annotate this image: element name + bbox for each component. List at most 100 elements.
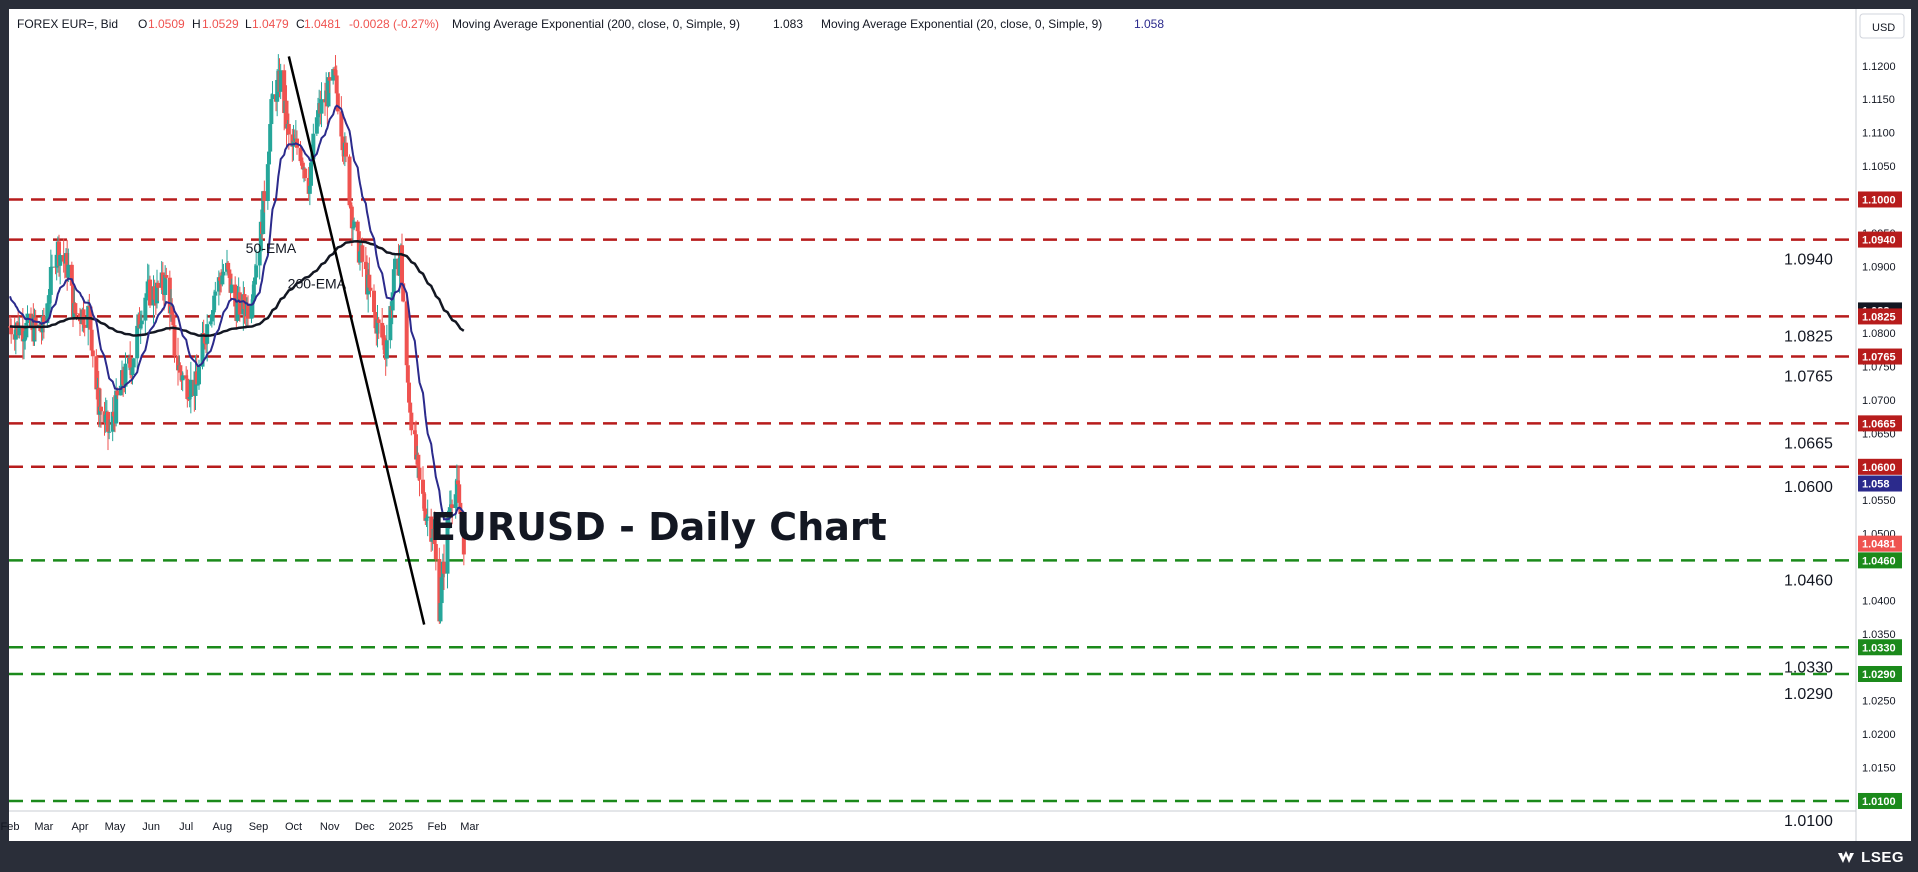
ema200-legend-label: Moving Average Exponential (200, close, … — [452, 17, 740, 31]
candle-body — [423, 508, 428, 521]
level-label: 1.0940 — [1784, 252, 1833, 269]
candle-body — [107, 431, 112, 433]
candle-body — [176, 356, 181, 371]
candle-body — [237, 292, 242, 315]
candle-body — [235, 300, 240, 321]
candle-body — [311, 133, 316, 160]
candle-body — [409, 412, 414, 431]
time-axis-ticks: Feb Mar Apr May Jun Jul Aug Sep Oct Nov Dec 2025 Feb… — [1, 821, 480, 833]
candle-body — [23, 337, 28, 340]
candle-body — [167, 277, 172, 314]
candle-body — [209, 314, 214, 322]
price-tag-box — [1858, 665, 1902, 682]
candle-body — [381, 337, 386, 339]
candle-body — [202, 335, 207, 344]
time-tick-label: May — [105, 821, 126, 833]
candle-body — [229, 284, 234, 293]
candle-body — [58, 255, 63, 266]
candle-body — [422, 493, 427, 509]
candle-body — [391, 269, 396, 293]
high-label: H — [192, 17, 201, 31]
close-value: 1.0481 — [304, 17, 341, 31]
candle-body — [432, 528, 437, 545]
price-tick-label: 1.0150 — [1862, 763, 1896, 775]
candle-body — [421, 479, 426, 494]
price-tick-label: 1.0700 — [1862, 395, 1896, 407]
candle-body — [282, 70, 287, 114]
candle-body — [184, 375, 189, 379]
candle-body — [178, 365, 183, 373]
price-tag-label: 1.0665 — [1862, 418, 1896, 430]
price-tag-box — [1858, 415, 1902, 432]
candle-body — [218, 277, 223, 281]
axes — [9, 9, 1857, 841]
candle-body — [456, 480, 461, 485]
candle-body — [106, 411, 111, 432]
candle-body — [457, 484, 462, 503]
candle-body — [326, 77, 331, 107]
lseg-logo-icon — [1838, 850, 1855, 863]
candle-body — [220, 275, 225, 285]
candle-body — [71, 285, 76, 317]
candle-body — [408, 402, 413, 413]
candle-body — [253, 277, 258, 285]
candle-body — [13, 329, 18, 340]
ema-annotation: 50-EMA — [246, 240, 297, 256]
candle-body — [300, 162, 305, 170]
candle-body — [453, 494, 458, 509]
time-tick-label: Feb — [428, 821, 447, 833]
price-tag-label: 1.0765 — [1862, 352, 1896, 364]
candle-body — [407, 382, 412, 403]
candle-body — [144, 293, 149, 298]
candle-body — [139, 320, 144, 325]
candle-body — [416, 454, 421, 468]
candle-body — [204, 343, 209, 345]
candle-body — [262, 191, 267, 202]
candle-body — [363, 261, 368, 270]
candle-body — [221, 271, 226, 276]
change-value: -0.0028 (-0.27%) — [349, 17, 439, 31]
candle-body — [376, 319, 381, 323]
candle-body — [372, 290, 377, 313]
candle-body — [172, 325, 177, 357]
ema20-legend-label: Moving Average Exponential (20, close, 0… — [821, 17, 1102, 31]
candle-body — [251, 284, 256, 300]
candle-body — [110, 411, 115, 432]
price-tag-label: 1.0290 — [1862, 669, 1896, 681]
price-tick-label: 1.0350 — [1862, 629, 1896, 641]
candle-body — [45, 303, 50, 323]
candle-body — [89, 329, 94, 351]
candle-body — [349, 206, 354, 229]
candle-body — [170, 306, 175, 315]
candle-body — [268, 124, 273, 152]
candle-body — [86, 305, 91, 328]
candle-body — [121, 370, 126, 385]
candle-body — [299, 161, 304, 163]
candle-body — [314, 117, 319, 134]
candle-body — [118, 385, 123, 396]
candle-body — [352, 221, 357, 228]
candle-body — [316, 110, 321, 118]
trendline-group — [287, 56, 426, 625]
time-tick-label: Jul — [179, 821, 193, 833]
candle-body — [130, 367, 135, 376]
currency-button[interactable]: USD — [1859, 13, 1905, 39]
candle-body — [61, 255, 66, 262]
candle-body — [66, 264, 71, 278]
candle-body — [103, 414, 108, 423]
time-tick-label: 2025 — [389, 821, 413, 833]
candle-body — [47, 294, 52, 303]
candle-body — [74, 313, 79, 315]
price-tag-label: 1.1000 — [1862, 194, 1896, 206]
level-labels: 1.0940 1.0825 1.0765 1.0665 1.0600 1.0460 1.03… — [1784, 252, 1833, 830]
candle-body — [384, 340, 389, 359]
candle-body — [152, 286, 157, 300]
price-tick-label: 1.1050 — [1862, 161, 1896, 173]
brand-label: LSEG — [1861, 849, 1904, 866]
price-tags: 1.10001.09401.0831.08251.07651.06651.060… — [1858, 191, 1902, 809]
candle-body — [265, 164, 270, 202]
candle-body — [388, 306, 393, 341]
candle-body — [461, 514, 466, 555]
